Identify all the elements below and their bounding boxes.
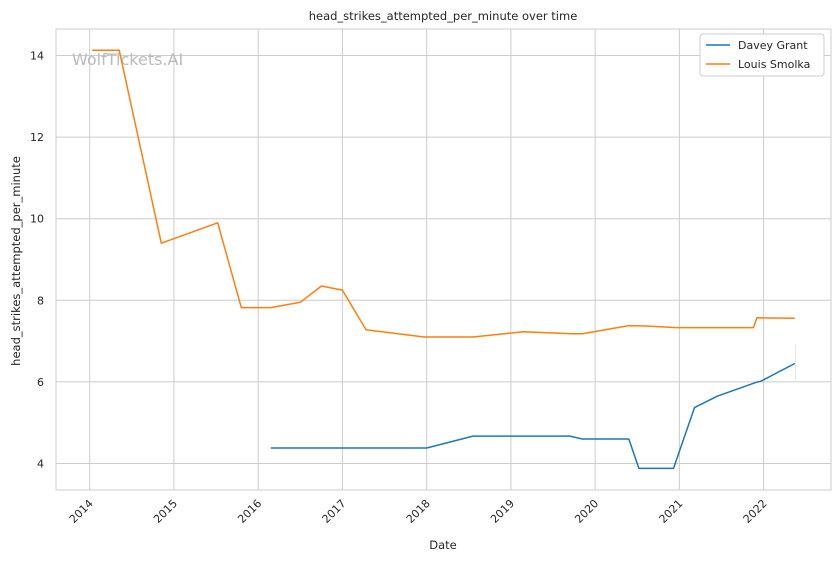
series-line-louis-smolka (92, 49, 795, 338)
legend-box (699, 33, 825, 77)
plot-frame (55, 28, 832, 491)
x-axis-label: Date (429, 538, 457, 552)
y-tick-label: 10 (30, 213, 44, 226)
legend: Davey Grant Louis Smolka (699, 33, 825, 77)
legend-label-davey-grant: Davey Grant (738, 39, 808, 52)
legend-label-louis-smolka: Louis Smolka (738, 58, 810, 71)
y-tick-label: 6 (37, 376, 44, 389)
y-tick-label: 12 (30, 131, 44, 144)
chart-title: head_strikes_attempted_per_minute over t… (309, 9, 578, 23)
y-tick-label: 8 (37, 294, 44, 307)
series-line-davey-grant (270, 362, 796, 470)
grid (56, 29, 831, 490)
y-tick-label: 14 (30, 50, 44, 63)
watermark: WolfTickets.AI (72, 50, 183, 69)
y-tick-label: 4 (37, 457, 44, 470)
tick-labels: 2014 2015 2016 2017 2018 2019 2020 2021 20224681… (30, 50, 770, 526)
y-axis-label: head_strikes_attempted_per_minute (9, 156, 23, 366)
series-layer (92, 49, 796, 470)
